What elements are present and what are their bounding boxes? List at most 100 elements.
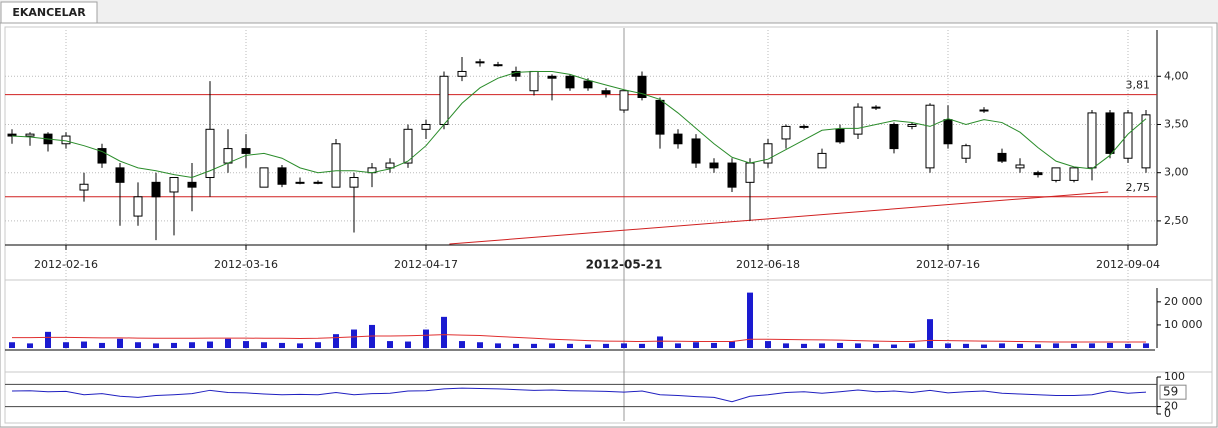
y-tick-label: 20 <box>1164 400 1178 413</box>
candle-body <box>259 167 269 188</box>
volume-bar <box>333 334 339 348</box>
volume-bar <box>27 343 33 348</box>
candle-body <box>547 75 557 79</box>
volume-bar <box>477 342 483 348</box>
candle-body <box>745 162 755 183</box>
volume-bar <box>315 342 321 348</box>
volume-bar <box>963 343 969 348</box>
volume-bar <box>603 343 609 348</box>
candle-body <box>475 61 485 64</box>
volume-bar <box>675 343 681 348</box>
volume-bar <box>801 343 807 348</box>
candle-body <box>763 143 773 164</box>
volume-bar <box>621 343 627 348</box>
candle-body <box>637 75 647 98</box>
candle-body <box>439 75 449 125</box>
candle-body <box>97 148 107 164</box>
volume-bar <box>693 342 699 348</box>
candle-body <box>853 106 863 135</box>
volume-bar <box>1035 344 1041 348</box>
tab-label[interactable]: EKANCELAR <box>12 6 86 19</box>
candle-body <box>673 133 683 145</box>
candle-body <box>619 90 629 111</box>
volume-bar <box>189 342 195 348</box>
candle-body <box>961 145 971 159</box>
candle-body <box>133 196 143 217</box>
candle-body <box>1069 167 1079 181</box>
volume-bar <box>279 342 285 348</box>
volume-bar <box>1107 342 1113 348</box>
x-tick-label: 2012-06-18 <box>736 258 800 271</box>
volume-bar <box>945 343 951 348</box>
candle-body <box>691 138 701 164</box>
volume-bar <box>729 341 735 348</box>
volume-bar <box>981 344 987 348</box>
tab[interactable] <box>0 1 98 24</box>
candle-body <box>1105 112 1115 154</box>
y-tick-label: 4,00 <box>1164 69 1189 82</box>
x-tick-label: 2012-04-17 <box>394 258 458 271</box>
candle-body <box>565 75 575 89</box>
chart-frame <box>4 26 1213 424</box>
volume-bar <box>531 343 537 348</box>
candle-body <box>61 135 71 145</box>
volume-bar <box>765 341 771 348</box>
candle-body <box>1123 112 1133 159</box>
candle-body <box>349 177 359 188</box>
y-tick-label: 2,50 <box>1164 214 1189 227</box>
volume-bar <box>1125 343 1131 348</box>
volume-bar <box>405 341 411 348</box>
y-tick-label: 100 <box>1164 370 1185 383</box>
candle-body <box>115 167 125 183</box>
y-tick-label: 10 000 <box>1164 318 1203 331</box>
candle-body <box>601 90 611 95</box>
volume-bar <box>297 343 303 348</box>
volume-bar <box>495 343 501 348</box>
candle-body <box>421 123 431 130</box>
candle-body <box>529 70 539 92</box>
volume-bar <box>1089 343 1095 348</box>
candle-body <box>313 181 323 184</box>
candle-body <box>385 162 395 169</box>
candle-body <box>1033 172 1043 176</box>
candle-body <box>727 162 737 188</box>
candle-body <box>817 152 827 169</box>
y-tick-label: 20 000 <box>1164 295 1203 308</box>
candle-body <box>25 133 35 137</box>
volume-bar <box>549 343 555 348</box>
volume-bar <box>459 341 465 348</box>
volume-bar <box>81 341 87 348</box>
volume-bar <box>1053 343 1059 348</box>
x-tick-label: 2012-07-16 <box>916 258 980 271</box>
volume-bar <box>747 292 753 348</box>
candle-body <box>997 152 1007 162</box>
candle-body <box>277 167 287 185</box>
candle-body <box>1141 114 1151 169</box>
trend-line <box>449 191 1109 245</box>
level-label: 3,81 <box>1126 79 1151 92</box>
volume-bar <box>63 342 69 348</box>
volume-bar <box>423 329 429 348</box>
panel-frame <box>0 22 1218 428</box>
volume-bar <box>171 342 177 348</box>
volume-bar <box>909 343 915 348</box>
volume-bar <box>657 336 663 348</box>
candle-body <box>169 177 179 193</box>
volume-bar <box>243 341 249 348</box>
candle-body <box>907 123 917 127</box>
candle-body <box>655 99 665 135</box>
volume-bar <box>783 343 789 348</box>
candle-body <box>151 181 161 198</box>
candle-body <box>979 109 989 112</box>
candle-body <box>835 128 845 143</box>
y-tick-label: 3,00 <box>1164 166 1189 179</box>
volume-bar <box>45 331 51 348</box>
candle-body <box>871 106 881 109</box>
y-tick-label: 3,50 <box>1164 117 1189 130</box>
x-tick-label: 2012-09-04 <box>1096 258 1160 271</box>
volume-bar <box>351 329 357 348</box>
candle-body <box>583 80 593 89</box>
volume-bar <box>261 342 267 348</box>
